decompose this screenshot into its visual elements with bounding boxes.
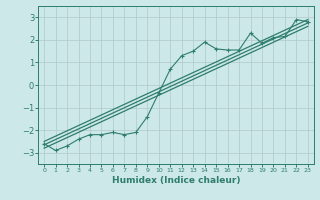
- X-axis label: Humidex (Indice chaleur): Humidex (Indice chaleur): [112, 176, 240, 185]
